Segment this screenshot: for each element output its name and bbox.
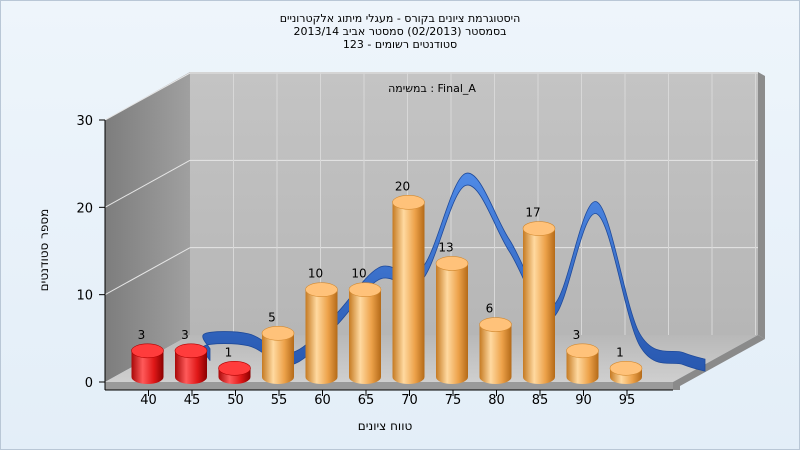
- chart-title-line-3: סטודנטים רשומים - 123: [342, 38, 458, 51]
- bar-top: [435, 256, 469, 271]
- y-tick-label: 10: [76, 289, 93, 304]
- bar-top: [609, 360, 643, 376]
- floor-front-edge: [105, 382, 673, 390]
- x-tick-label: 60: [314, 393, 331, 408]
- back-wall: [190, 72, 758, 335]
- bar-top: [392, 195, 425, 210]
- bar: 1: [609, 345, 643, 384]
- x-tick-label: 95: [619, 393, 636, 408]
- y-tick-label: 20: [76, 201, 93, 216]
- bar: 3: [566, 328, 599, 384]
- bar-value-label: 5: [268, 310, 276, 324]
- x-tick-label: 55: [271, 393, 288, 408]
- bar-body: [523, 228, 555, 384]
- x-tick-label: 40: [140, 393, 157, 408]
- bar: 5: [261, 310, 295, 384]
- chart-title-line-1: היסטוגרמת ציונים בקורס - מעגלי מיתוג אלק…: [279, 12, 521, 25]
- bar-top: [348, 282, 382, 297]
- bar-value-label: 10: [308, 267, 323, 281]
- bar-value-label: 1: [225, 345, 233, 359]
- bar: 6: [479, 302, 512, 384]
- bar-body: [131, 350, 164, 384]
- bar: 3: [174, 328, 208, 384]
- bar-top: [218, 360, 251, 376]
- bar-body: [566, 350, 599, 384]
- bar-body: [436, 263, 468, 384]
- x-tick-label: 80: [488, 393, 505, 408]
- y-tick-label: 0: [85, 376, 93, 391]
- y-grid-line-side: [104, 72, 191, 121]
- bar-body: [479, 324, 512, 384]
- x-tick-label: 50: [227, 393, 244, 408]
- bar-value-label: 1: [616, 345, 624, 359]
- bar-top: [174, 343, 208, 359]
- bar-value-label: 13: [438, 240, 453, 254]
- x-tick-label: 75: [445, 393, 462, 408]
- x-tick-label: 70: [401, 393, 418, 408]
- x-tick-label: 65: [358, 393, 375, 408]
- bar: 17: [522, 206, 556, 384]
- grid-lines: [104, 72, 758, 335]
- bar-top: [522, 221, 556, 236]
- bar-body: [262, 333, 294, 384]
- bar: 1: [218, 345, 251, 384]
- bar-value-label: 3: [573, 328, 581, 342]
- bar-value-label: 3: [181, 328, 189, 342]
- x-tick-label: 85: [532, 393, 549, 408]
- bar: 20: [392, 179, 425, 384]
- bars: 3 3 1 5 10 10 20 13 6 17 3 1: [131, 179, 643, 384]
- y-grid-line-side: [104, 247, 191, 296]
- bar-top: [479, 317, 512, 332]
- bar: 3: [131, 328, 164, 384]
- bar: 13: [435, 240, 469, 384]
- chart-subtitle: Final_A : במשימה: [388, 82, 476, 95]
- bar-top: [131, 343, 164, 359]
- bar-value-label: 17: [525, 206, 540, 220]
- chart-title-line-2: בסמסטר (02/2013) סמסטר אביב 2013/14: [293, 25, 507, 38]
- x-tick-label: 90: [575, 393, 592, 408]
- x-axis-title: טווח ציונים: [358, 419, 413, 433]
- bar-value-label: 6: [486, 302, 494, 316]
- bar-body: [392, 202, 425, 384]
- left-wall: [105, 72, 190, 382]
- x-tick-label: 45: [184, 393, 201, 408]
- bar-value-label: 10: [351, 267, 366, 281]
- bar-body: [305, 289, 338, 384]
- bar-top: [261, 326, 295, 341]
- bar-value-label: 20: [395, 179, 410, 193]
- bar-body: [349, 289, 381, 384]
- y-axis-title: מספר סטודנטים: [37, 209, 51, 292]
- bar-top: [305, 282, 338, 297]
- bar: 10: [348, 267, 382, 384]
- floor-right-edge: [673, 335, 765, 390]
- bar-body: [175, 350, 207, 384]
- y-tick-label: 30: [76, 114, 93, 129]
- y-grid-line-side: [104, 159, 191, 208]
- bar: 10: [305, 267, 338, 384]
- bar-value-label: 3: [138, 328, 146, 342]
- back-wall-edge: [758, 72, 765, 339]
- bar-top: [566, 343, 599, 359]
